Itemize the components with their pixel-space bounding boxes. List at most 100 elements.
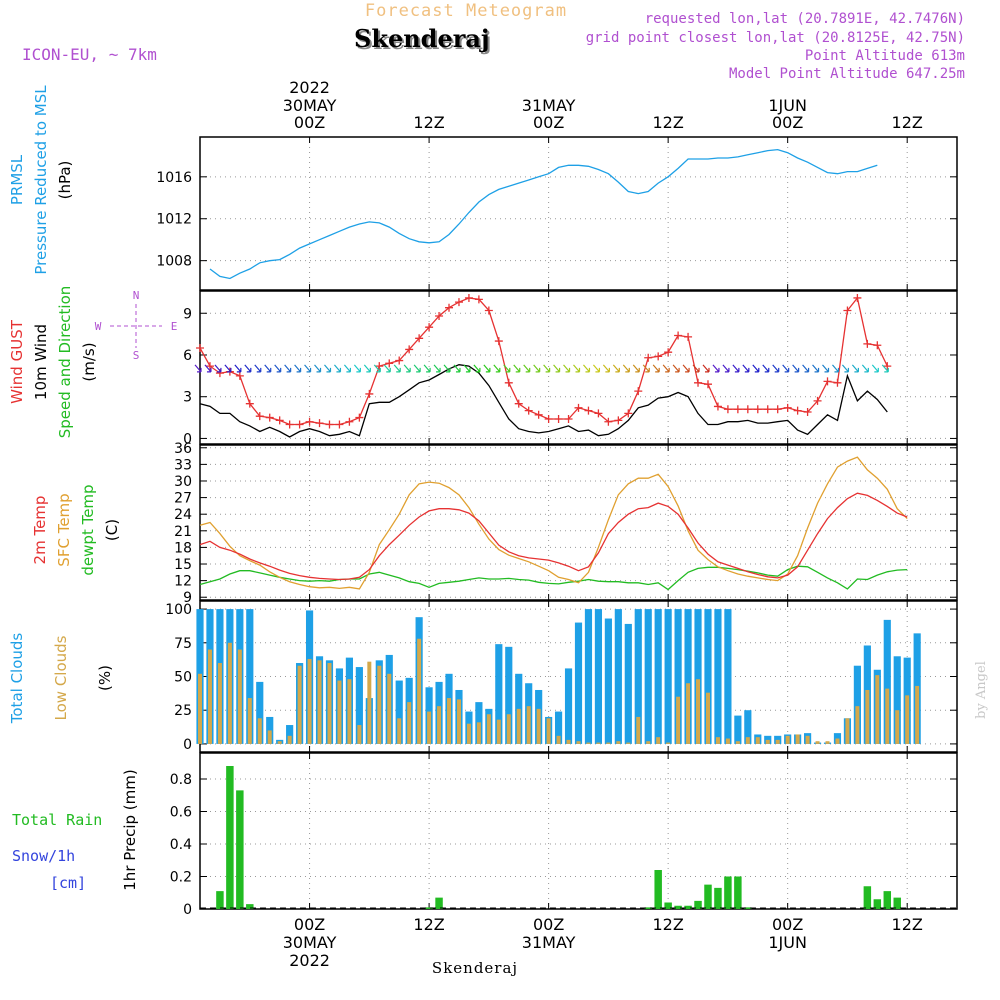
wind-gust-marker	[524, 406, 533, 415]
sfc-temp-line	[199, 456, 908, 590]
low-cloud-bar	[417, 638, 422, 744]
clouds-ytick-label: 75	[174, 636, 192, 652]
total-cloud-bar	[674, 609, 682, 744]
wind-direction-arrow	[324, 364, 332, 373]
wind-gust-marker	[684, 332, 693, 341]
wind-gust-marker	[743, 405, 752, 414]
wind-gust-marker	[245, 399, 254, 408]
low-cloud-bar	[526, 706, 531, 744]
bottom-day-label: 31MAY	[522, 933, 576, 952]
low-cloud-bar	[855, 706, 860, 744]
wind-gust-marker	[544, 414, 553, 423]
top-time-tick-label: 12Z	[652, 113, 683, 132]
wind-direction-arrow	[264, 364, 272, 373]
wind-side-label: Wind GUST	[8, 319, 26, 404]
wind-direction-arrow	[642, 364, 650, 373]
wind-direction-arrow	[473, 364, 481, 373]
top-time-tick-label: 00Z	[533, 113, 564, 132]
low-cloud-bar	[785, 735, 790, 744]
clouds-ytick-label: 0	[183, 737, 192, 753]
total-cloud-bar	[246, 609, 254, 744]
wind-gust-marker	[445, 303, 454, 312]
wind-direction-arrow	[563, 364, 571, 373]
low-cloud-bar	[656, 737, 661, 744]
low-cloud-bar	[676, 696, 681, 744]
low-cloud-bar	[327, 663, 332, 744]
temp-ytick-label: 27	[174, 491, 192, 507]
compass-w: W	[95, 320, 102, 333]
low-cloud-bar	[705, 692, 710, 744]
wind-gust-marker	[843, 306, 852, 315]
low-cloud-bar	[357, 725, 362, 744]
wind-direction-arrow	[881, 364, 889, 373]
low-cloud-bar	[696, 679, 701, 744]
pressure-side-label: (hPa)	[56, 161, 74, 200]
wind-ytick-label: 9	[183, 306, 192, 322]
temp-ytick-label: 24	[174, 507, 192, 523]
rain-bar	[694, 900, 702, 909]
model-name: ICON-EU, ~ 7km	[22, 45, 157, 64]
clouds-side-label: Low Clouds	[52, 635, 70, 720]
wind-gust-marker	[594, 409, 603, 418]
total-cloud-bar	[286, 725, 294, 744]
total-cloud-bar	[564, 668, 573, 744]
wind-direction-arrow	[722, 364, 730, 373]
wind-direction-arrow	[353, 364, 361, 373]
low-cloud-bar	[765, 739, 770, 744]
wind-gust-marker	[285, 420, 294, 429]
wind-direction-arrow	[692, 364, 700, 373]
temp-ytick-label: 12	[174, 574, 192, 590]
wind-direction-arrow	[602, 364, 610, 373]
low-cloud-bar	[915, 685, 920, 744]
wind-direction-arrow	[573, 364, 581, 373]
total-cloud-bar	[614, 609, 622, 744]
pressure-side-label: PRMSL	[8, 154, 26, 205]
low-cloud-bar	[317, 660, 322, 744]
low-cloud-bar	[825, 741, 830, 744]
total-cloud-bar	[495, 644, 503, 744]
temp-ytick-label: 33	[174, 457, 192, 473]
top-time-tick-label: 12Z	[413, 113, 444, 132]
total-cloud-bar	[833, 733, 842, 744]
wind-gust-marker	[753, 405, 762, 414]
precip-frame	[199, 752, 958, 910]
wind-side-label: (m/s)	[80, 342, 98, 381]
wind-panel: 0 3 6 9	[183, 290, 958, 447]
low-cloud-bar	[496, 719, 501, 744]
wind-gust-marker	[305, 417, 314, 426]
total-cloud-bar	[644, 609, 652, 744]
wind-direction-arrow	[792, 364, 800, 373]
rain-bar	[724, 876, 732, 909]
footer-location: Skenderaj	[432, 959, 518, 977]
wind-direction-arrow	[363, 364, 371, 373]
wind-gust-marker	[803, 408, 812, 417]
wind-gust-marker	[574, 403, 583, 412]
low-cloud-bar	[227, 642, 232, 744]
wind-direction-arrow	[234, 364, 242, 373]
wind-direction-arrow	[553, 364, 561, 373]
total-cloud-bar	[883, 619, 891, 744]
wind-gust-marker	[335, 420, 344, 429]
requested-point: requested lon,lat (20.7891E, 42.7476N)	[645, 11, 965, 27]
wind-direction-arrow	[592, 364, 601, 373]
bottom-time-tick-label: 12Z	[413, 915, 444, 934]
wind-gust-marker	[355, 413, 364, 422]
wind-direction-arrow	[373, 364, 381, 373]
precip-ytick-label: 0.8	[170, 772, 192, 788]
wind-direction-arrow	[393, 364, 401, 373]
precip-snow-unit: [cm]	[50, 874, 86, 892]
wind-gust-marker	[554, 414, 563, 423]
rain-bar	[863, 886, 872, 909]
low-cloud-bar	[845, 718, 850, 744]
rain-bar	[704, 884, 712, 909]
wind-gust-marker	[435, 312, 444, 321]
low-cloud-bar	[427, 711, 432, 744]
wind-gust-marker	[614, 416, 623, 425]
low-cloud-bar	[456, 699, 461, 744]
low-cloud-bar	[686, 683, 691, 744]
wind-direction-arrow	[244, 364, 252, 373]
rain-bar	[744, 907, 752, 909]
model-altitude: Model Point Altitude 647.25m	[729, 66, 965, 82]
rain-bar	[883, 891, 892, 909]
total-cloud-bar	[694, 609, 702, 744]
